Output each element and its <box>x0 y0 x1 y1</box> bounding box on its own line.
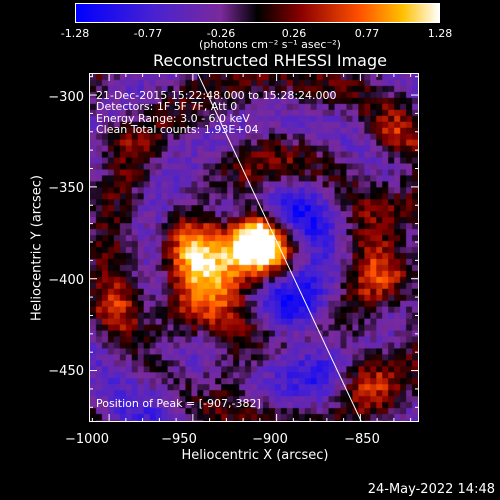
plot-title: Reconstructed RHESSI Image <box>153 51 387 70</box>
limb-line-layer <box>197 74 362 421</box>
peak-position: Position of Peak = [-907,-382] <box>96 397 261 410</box>
colorbar <box>75 3 440 23</box>
rhessi-image-heatmap <box>90 74 418 421</box>
y-axis-label: Heliocentric Y (arcsec) <box>29 175 45 321</box>
info-detectors: Detectors: 1F 5F 7F, Att 0 <box>96 100 238 113</box>
footer-date: 24-May-2022 14:48 <box>367 482 495 497</box>
y-tick-label: −450 <box>48 364 84 379</box>
y-tick-label: −300 <box>48 90 84 105</box>
info-clean: Clean Total counts: 1.93E+04 <box>96 123 259 136</box>
colorbar-tick: 0.77 <box>354 27 380 40</box>
colorbar-tick: -0.77 <box>133 27 163 40</box>
x-tick-label: −850 <box>344 432 380 447</box>
y-tick-label: −400 <box>48 273 84 288</box>
colorbar-tick: -1.28 <box>60 27 90 40</box>
y-tick-label: −350 <box>48 181 84 196</box>
image-plot <box>89 73 419 422</box>
x-tick-label: −900 <box>252 432 288 447</box>
info-time: 21-Dec-2015 15:22:48.000 to 15:28:24.000 <box>96 89 337 102</box>
solar-limb-line <box>197 74 362 421</box>
colorbar-units: (photons cm⁻² s⁻¹ asec⁻²) <box>199 38 341 51</box>
colorbar-tick: 1.28 <box>427 27 453 40</box>
colorbar-tick: -0.26 <box>206 27 236 40</box>
x-axis-label: Heliocentric X (arcsec) <box>181 448 329 463</box>
colorbar-tick: 0.26 <box>281 27 307 40</box>
x-tick-label: −950 <box>161 432 197 447</box>
x-tick-label: −1000 <box>65 432 109 447</box>
colorbar-gradient <box>76 4 439 22</box>
info-energy: Energy Range: 3.0 - 6.0 keV <box>96 112 250 125</box>
